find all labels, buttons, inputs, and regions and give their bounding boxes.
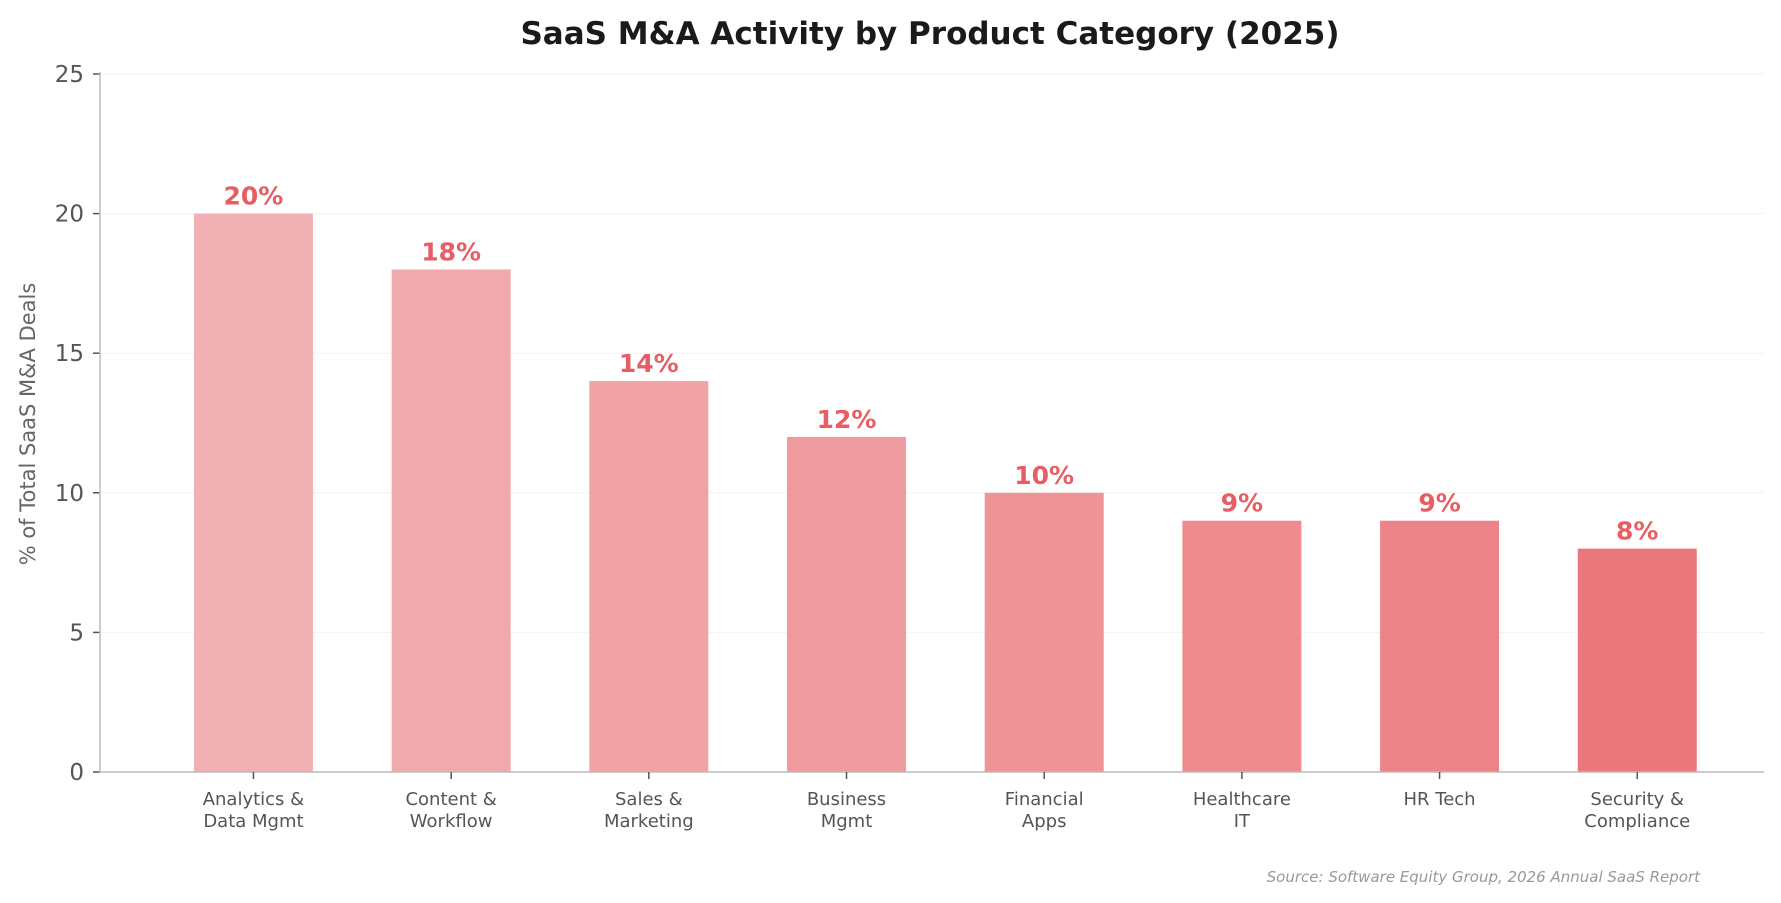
y-tick-label: 0: [69, 760, 84, 786]
y-tick-label: 20: [55, 202, 84, 228]
chart-title: SaaS M&A Activity by Product Category (2…: [520, 16, 1339, 52]
bar: [193, 213, 313, 773]
bar: [787, 436, 907, 772]
x-tick-label: Content & Workflow: [405, 789, 496, 832]
data-label: 12%: [817, 405, 877, 434]
data-label: 10%: [1014, 461, 1074, 490]
data-label: 18%: [421, 237, 481, 266]
data-label: 8%: [1616, 517, 1658, 546]
y-tick-label: 5: [69, 620, 84, 646]
data-label: 9%: [1418, 489, 1460, 518]
bar: [1577, 548, 1697, 772]
bar: [589, 381, 709, 772]
x-tick-label: Analytics & Data Mgmt: [203, 789, 305, 832]
source-note: Source: Software Equity Group, 2026 Annu…: [1267, 868, 1701, 886]
x-tick-label: HR Tech: [1404, 789, 1476, 810]
bar: [1182, 520, 1302, 772]
data-label: 20%: [224, 182, 284, 211]
bar: [1380, 520, 1500, 772]
x-tick-label: Healthcare IT: [1193, 789, 1291, 832]
y-tick-label: 15: [55, 341, 84, 367]
x-tick-label: Sales & Marketing: [604, 789, 694, 832]
data-label: 14%: [619, 349, 679, 378]
y-tick-label: 10: [55, 481, 84, 507]
y-tick-label: 25: [55, 62, 84, 88]
x-tick-label: Security & Compliance: [1584, 789, 1690, 832]
x-tick-label: Financial Apps: [1005, 789, 1084, 832]
x-tick-label: Business Mgmt: [807, 789, 886, 832]
bar: [391, 269, 511, 772]
bar: [984, 492, 1104, 772]
data-label: 9%: [1221, 489, 1263, 518]
y-axis-label: % of Total SaaS M&A Deals: [16, 283, 40, 566]
